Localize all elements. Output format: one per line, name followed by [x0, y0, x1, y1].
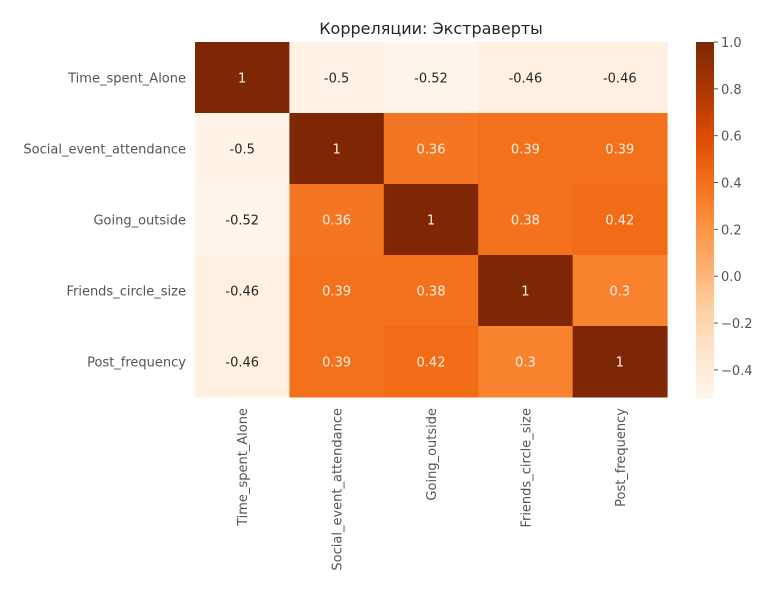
column-label: Going_outside	[425, 408, 440, 501]
cell-annotation: 0.39	[605, 143, 634, 158]
heatmap-cell	[195, 42, 290, 114]
heatmap-cell	[289, 113, 385, 185]
colorbar-tick-label: 0.6	[721, 130, 742, 145]
heatmap-cell	[383, 326, 479, 398]
row-labels: Time_spent_Alone Social_event_attendance G…	[23, 72, 186, 371]
cell-annotation: -0.5	[324, 72, 349, 87]
colorbar-tick-label: −0.4	[721, 364, 753, 379]
cell-annotation: -0.52	[414, 72, 448, 87]
cell-annotation: -0.46	[509, 72, 543, 87]
cell-annotation: 0.36	[417, 143, 446, 158]
cell-annotation: 1	[616, 356, 624, 371]
cell-annotation: -0.46	[225, 285, 259, 300]
cell-annotation: -0.5	[230, 143, 255, 158]
heatmap-cell	[383, 113, 479, 185]
cell-annotation: 0.38	[417, 285, 446, 300]
heatmap-cells: 1 -0.5 -0.52 -0.46 -0.46 -0.5 1 0.36 0.39 0.39 -0.…	[195, 42, 668, 398]
row-label: Going_outside	[93, 214, 186, 229]
row-label: Post_frequency	[87, 356, 186, 371]
colorbar-tick-label: −0.2	[721, 317, 753, 332]
heatmap-cell	[572, 42, 668, 114]
cell-annotation: -0.46	[603, 72, 637, 87]
heatmap-cell	[289, 326, 385, 398]
colorbar-tick-label: 0.0	[721, 270, 742, 285]
heatmap-cell	[289, 184, 385, 256]
heatmap-cell	[383, 184, 479, 256]
heatmap-cell	[572, 184, 668, 256]
heatmap-cell	[478, 113, 574, 185]
cell-annotation: 1	[332, 143, 340, 158]
column-labels: Time_spent_Alone Social_event_attendance G…	[236, 408, 629, 571]
row-label: Social_event_attendance	[23, 143, 186, 158]
row-label: Friends_circle_size	[66, 285, 186, 300]
cell-annotation: 1	[238, 72, 246, 87]
cell-annotation: -0.46	[225, 356, 259, 371]
cell-annotation: 0.42	[605, 214, 634, 229]
cell-annotation: 0.39	[511, 143, 540, 158]
cell-annotation: 1	[427, 214, 435, 229]
cell-annotation: 0.3	[515, 356, 536, 371]
heatmap-cell	[572, 113, 668, 185]
heatmap-cell	[195, 326, 290, 398]
cell-annotation: -0.52	[225, 214, 259, 229]
column-label: Time_spent_Alone	[236, 408, 251, 527]
heatmap-cell	[572, 326, 668, 398]
cell-annotation: 0.36	[322, 214, 351, 229]
heatmap-cell	[478, 184, 574, 256]
heatmap-cell	[195, 113, 290, 185]
heatmap-cell	[383, 255, 479, 327]
heatmap-cell	[195, 184, 290, 256]
colorbar-tick-label: 0.4	[721, 177, 742, 192]
cell-annotation: 0.3	[609, 285, 630, 300]
column-label: Friends_circle_size	[519, 408, 534, 528]
column-label: Post_frequency	[614, 408, 629, 507]
heatmap-cell	[289, 42, 385, 114]
heatmap-cell	[478, 255, 574, 327]
column-label: Social_event_attendance	[331, 408, 346, 571]
colorbar-tick-label: 0.8	[721, 83, 742, 98]
cell-annotation: 0.42	[417, 356, 446, 371]
heatmap-cell	[478, 326, 574, 398]
colorbar-gradient	[696, 42, 714, 398]
colorbar-tick-label: 1.0	[721, 36, 742, 51]
cell-annotation: 0.39	[322, 285, 351, 300]
colorbar: 1.0 0.8 0.6 0.4 0.2 0.0 −0.2 −0.4	[696, 36, 753, 398]
heatmap-cell	[383, 42, 479, 114]
cell-annotation: 0.39	[322, 356, 351, 371]
cell-annotation: 1	[521, 285, 529, 300]
colorbar-tick-label: 0.2	[721, 223, 742, 238]
chart-title: Корреляции: Экстраверты	[319, 19, 543, 38]
heatmap-cell	[478, 42, 574, 114]
row-label: Time_spent_Alone	[67, 72, 186, 87]
cell-annotation: 0.38	[511, 214, 540, 229]
heatmap-cell	[195, 255, 290, 327]
heatmap-cell	[572, 255, 668, 327]
heatmap-cell	[289, 255, 385, 327]
